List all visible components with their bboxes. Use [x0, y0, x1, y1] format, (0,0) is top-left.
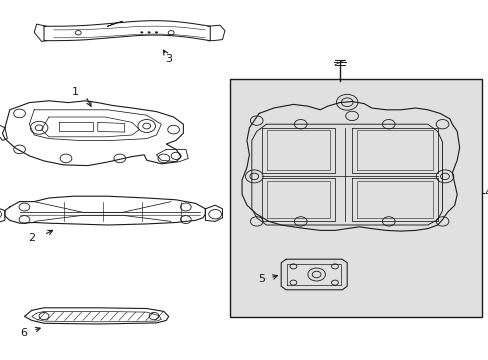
Text: 2: 2: [28, 233, 35, 243]
Text: 1: 1: [72, 87, 79, 97]
Circle shape: [155, 31, 158, 33]
Text: 6: 6: [20, 328, 27, 338]
Text: 3: 3: [165, 54, 172, 64]
Text: 5: 5: [258, 274, 264, 284]
Text: 4: 4: [483, 188, 488, 198]
Circle shape: [147, 31, 150, 33]
Bar: [229, 79, 481, 317]
Circle shape: [140, 31, 143, 33]
